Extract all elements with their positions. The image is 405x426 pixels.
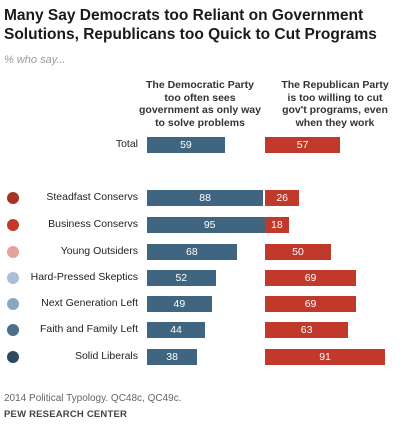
group-marker-dot	[7, 272, 19, 284]
dem-column-header: The Democratic Party too often sees gove…	[130, 79, 270, 129]
dem-bar-value: 52	[175, 272, 188, 284]
dem-header-line: The Democratic Party	[146, 79, 254, 91]
chart-title-line1: Many Say Democrats too Reliant on Govern…	[4, 7, 364, 24]
rep-column-header: The Republican Party is too willing to c…	[265, 79, 405, 129]
rep-bar	[265, 190, 300, 206]
group-marker-dot	[7, 324, 19, 336]
dem-bar-value: 59	[180, 139, 192, 151]
rep-bar-value: 69	[304, 272, 317, 284]
rep-bar-value: 26	[276, 192, 288, 204]
dem-header-line: government as only way	[139, 104, 261, 116]
row-label: Total	[115, 138, 138, 150]
dem-bar	[147, 244, 237, 260]
rep-bar	[265, 137, 341, 153]
row-label: Hard-Pressed Skeptics	[30, 271, 138, 283]
group-marker-dot	[7, 298, 19, 310]
row-label: Solid Liberals	[74, 350, 138, 362]
dem-bar-value: 68	[186, 246, 198, 258]
rep-bar-value: 57	[296, 139, 309, 151]
dem-bar	[147, 322, 206, 338]
row-label: Business Conservs	[48, 218, 138, 230]
row-label: Next Generation Left	[41, 297, 138, 309]
rep-bar-value: 63	[300, 324, 313, 336]
dem-bar	[147, 190, 264, 206]
dem-header-line: to solve problems	[155, 116, 245, 129]
dem-bar	[147, 296, 212, 312]
dem-bar	[147, 349, 198, 365]
chart-title-line2: Solutions, Republicans too Quick to Cut …	[4, 26, 377, 43]
rep-bar-value: 69	[304, 298, 317, 310]
rep-bar	[265, 322, 349, 338]
dem-bar-value: 44	[170, 324, 182, 336]
rep-header-line: gov't programs, even	[282, 104, 388, 116]
dem-bar-value: 38	[166, 351, 178, 363]
rep-bar	[265, 349, 386, 365]
rep-bar	[265, 244, 331, 260]
organization-credit: PEW RESEARCH CENTER	[4, 409, 128, 420]
source-note: 2014 Political Typology. QC48c, QC49c.	[4, 393, 182, 404]
dem-bar-value: 95	[203, 219, 216, 231]
dem-header-line: too often sees	[164, 91, 236, 104]
group-marker-dot	[7, 192, 19, 204]
row-label: Faith and Family Left	[39, 323, 138, 335]
dem-bar-value: 49	[173, 298, 186, 310]
row-label: Young Outsiders	[60, 245, 138, 257]
rep-header-line: when they work	[295, 116, 375, 129]
row-label: Steadfast Conservs	[46, 191, 138, 203]
rep-bar-value: 18	[271, 219, 283, 231]
chart-subtitle: % who say...	[4, 54, 66, 66]
rep-bar-value: 91	[319, 351, 331, 363]
group-marker-dot	[7, 351, 19, 363]
rep-bar	[265, 270, 357, 286]
rep-bar	[265, 296, 357, 312]
rep-header-line: The Republican Party	[281, 79, 389, 91]
rep-bar	[265, 217, 289, 233]
group-marker-dot	[7, 219, 19, 231]
rep-header-line: is too willing to cut	[287, 91, 383, 104]
rep-bar-value: 50	[292, 246, 304, 258]
chart-title: Many Say Democrats too Reliant on Govern…	[4, 6, 400, 44]
dem-bar	[147, 137, 225, 153]
dem-bar	[147, 217, 273, 233]
dem-bar	[147, 270, 216, 286]
group-marker-dot	[7, 246, 19, 258]
dem-bar-value: 88	[199, 192, 211, 204]
